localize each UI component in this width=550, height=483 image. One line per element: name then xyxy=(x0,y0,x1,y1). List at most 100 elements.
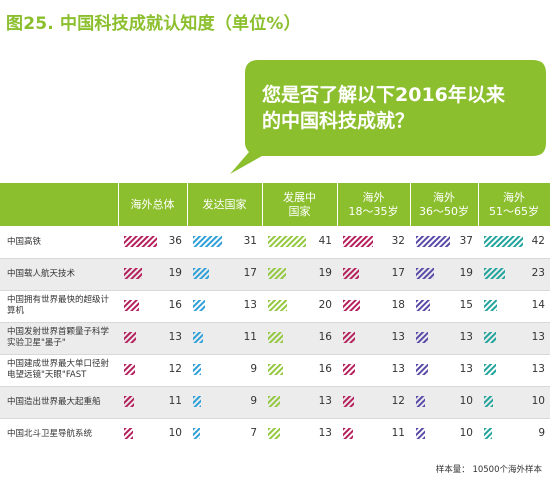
data-value-label: 9 xyxy=(250,363,257,375)
row-label: 中国北斗卫星导航系统 xyxy=(7,428,93,439)
column-header-line: 36～50岁 xyxy=(419,204,469,218)
column-header-separator xyxy=(478,183,479,226)
data-value-label: 31 xyxy=(243,235,257,247)
data-value-label: 13 xyxy=(531,331,545,343)
data-value-label: 9 xyxy=(538,427,545,439)
column-header-line: 发达国家 xyxy=(202,197,247,211)
data-bar xyxy=(484,268,505,279)
data-value-label: 19 xyxy=(459,267,473,279)
row-label: 中国拥有世界最快的超级计算机 xyxy=(7,295,110,316)
column-header-separator xyxy=(262,183,263,226)
data-value-label: 13 xyxy=(168,331,182,343)
column-header-line: 海外 xyxy=(362,190,385,204)
data-value-label: 10 xyxy=(459,395,473,407)
data-value-label: 37 xyxy=(459,235,473,247)
data-value-label: 17 xyxy=(243,267,257,279)
data-value-label: 23 xyxy=(531,267,545,279)
speech-bubble xyxy=(230,60,546,174)
data-bar xyxy=(416,236,450,247)
data-value-label: 11 xyxy=(391,427,405,439)
data-value-label: 9 xyxy=(250,395,257,407)
data-bar xyxy=(193,428,200,439)
data-bar xyxy=(124,268,142,279)
data-bar xyxy=(484,300,497,311)
row-separator xyxy=(0,418,550,419)
column-header-line: 18～35岁 xyxy=(348,204,399,218)
data-value-label: 13 xyxy=(459,363,473,375)
row-label: 中国造出世界最大起重船 xyxy=(7,396,101,407)
data-bar xyxy=(416,300,430,311)
data-bar xyxy=(484,396,493,407)
figure-title: 图25. 中国科技成就认知度（单位%） xyxy=(6,14,301,34)
data-value-label: 42 xyxy=(531,235,545,247)
data-bar xyxy=(343,332,355,343)
data-value-label: 13 xyxy=(459,331,473,343)
data-value-label: 19 xyxy=(168,267,182,279)
column-header-line: 海外总体 xyxy=(130,197,175,211)
data-bar xyxy=(416,396,425,407)
column-header-separator xyxy=(118,183,119,226)
data-bar xyxy=(193,364,201,375)
row-label: 中国发射世界首颗量子科学实验卫星"墨子" xyxy=(7,327,110,348)
data-bar xyxy=(124,236,157,247)
data-bar xyxy=(416,332,428,343)
row-label: 中国高铁 xyxy=(7,236,42,247)
data-bar xyxy=(268,396,280,407)
data-value-label: 12 xyxy=(168,363,182,375)
bubble-line-1: 您是否了解以下2016年以来 xyxy=(262,84,505,106)
data-bar xyxy=(268,332,283,343)
data-value-label: 13 xyxy=(318,395,332,407)
data-value-label: 13 xyxy=(318,427,332,439)
data-value-label: 11 xyxy=(168,395,182,407)
data-bar xyxy=(416,268,434,279)
data-value-label: 13 xyxy=(531,363,545,375)
data-value-label: 36 xyxy=(168,235,182,247)
column-header-line: 海外 xyxy=(433,190,455,204)
data-value-label: 10 xyxy=(531,395,545,407)
data-value-label: 20 xyxy=(318,299,332,311)
row-separator xyxy=(0,290,550,291)
column-header: 海外 36～50岁 xyxy=(410,183,478,226)
column-header-band xyxy=(0,183,550,226)
column-header-line: 国家 xyxy=(288,204,311,218)
data-bar xyxy=(343,364,355,375)
data-bar xyxy=(343,428,353,439)
column-header-line: 51～65岁 xyxy=(489,204,539,218)
data-bar xyxy=(268,268,286,279)
row-label: 中国载人航天技术 xyxy=(7,268,76,279)
data-bar xyxy=(193,300,205,311)
data-value-label: 7 xyxy=(250,427,257,439)
speech-bubble-shape xyxy=(230,60,546,174)
data-value-label: 13 xyxy=(243,299,257,311)
data-value-label: 16 xyxy=(318,363,332,375)
column-header-line: 海外 xyxy=(503,190,525,204)
data-bar xyxy=(268,236,306,247)
data-bar xyxy=(124,428,133,439)
data-value-label: 10 xyxy=(168,427,182,439)
data-value-label: 13 xyxy=(391,363,405,375)
column-header: 海外总体 xyxy=(118,183,187,226)
data-bar xyxy=(343,396,354,407)
column-header-line: 发展中 xyxy=(283,190,316,204)
data-value-label: 16 xyxy=(318,331,332,343)
data-bar xyxy=(484,236,523,247)
data-value-label: 10 xyxy=(459,427,473,439)
data-bar xyxy=(343,300,360,311)
sample-size-note: 样本量： 10500个海外样本 xyxy=(435,465,542,475)
column-header-separator xyxy=(337,183,338,226)
row-separator xyxy=(0,258,550,259)
data-bar xyxy=(193,236,222,247)
row-label: 中国建成世界最大单口径射电望远镜"天眼"FAST xyxy=(7,359,110,380)
data-bar xyxy=(343,268,359,279)
data-value-label: 14 xyxy=(531,299,545,311)
data-bar xyxy=(343,236,373,247)
data-bar xyxy=(124,396,134,407)
data-bar xyxy=(124,364,135,375)
data-bar xyxy=(268,428,280,439)
data-bar xyxy=(193,268,209,279)
speech-bubble-text: 您是否了解以下2016年以来 的中国科技成就？ xyxy=(262,82,542,134)
row-separator xyxy=(0,386,550,387)
data-value-label: 17 xyxy=(391,267,405,279)
row-separator xyxy=(0,322,550,323)
